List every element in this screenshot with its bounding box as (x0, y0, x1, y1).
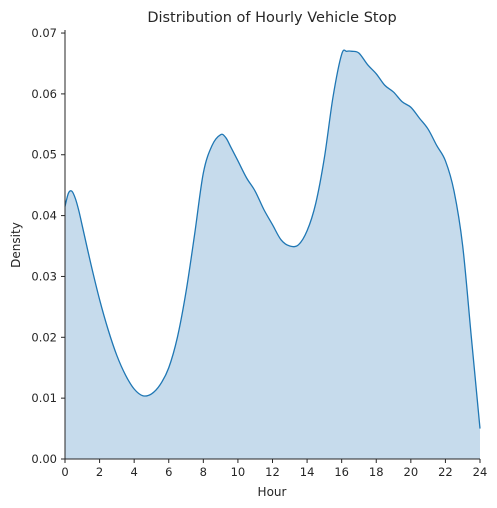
chart-title: Distribution of Hourly Vehicle Stop (147, 10, 396, 26)
density-area-fill (65, 50, 480, 459)
x-tick-label: 14 (300, 465, 315, 479)
x-tick-label: 4 (131, 465, 138, 479)
x-tick-label: 10 (231, 465, 246, 479)
y-tick-label: 0.06 (31, 87, 57, 101)
x-tick-label: 0 (61, 465, 68, 479)
x-tick-label: 24 (473, 465, 488, 479)
x-tick-label: 8 (200, 465, 207, 479)
x-tick-label: 20 (404, 465, 419, 479)
y-tick-label: 0.01 (31, 391, 57, 405)
x-tick-label: 2 (96, 465, 103, 479)
x-tick-label: 16 (334, 465, 349, 479)
density-curve-line (64, 49, 481, 429)
x-axis-label: Hour (258, 485, 287, 499)
x-tick-label: 22 (438, 465, 453, 479)
y-axis-ticks: 0.00 0.01 0.02 0.03 0.04 0.05 0.06 0.07 (31, 26, 65, 466)
y-tick-label: 0.04 (31, 209, 57, 223)
x-tick-label: 12 (265, 465, 280, 479)
x-tick-label: 18 (369, 465, 384, 479)
plot-area (64, 49, 481, 459)
y-tick-label: 0.00 (31, 452, 57, 466)
y-tick-label: 0.07 (31, 26, 57, 40)
y-tick-label: 0.05 (31, 148, 57, 162)
y-axis-label: Density (9, 222, 23, 268)
y-tick-label: 0.02 (31, 330, 57, 344)
x-axis-ticks: 0 2 4 6 8 10 12 14 16 18 20 22 24 (61, 459, 487, 479)
x-tick-label: 6 (165, 465, 172, 479)
y-tick-label: 0.03 (31, 269, 57, 283)
